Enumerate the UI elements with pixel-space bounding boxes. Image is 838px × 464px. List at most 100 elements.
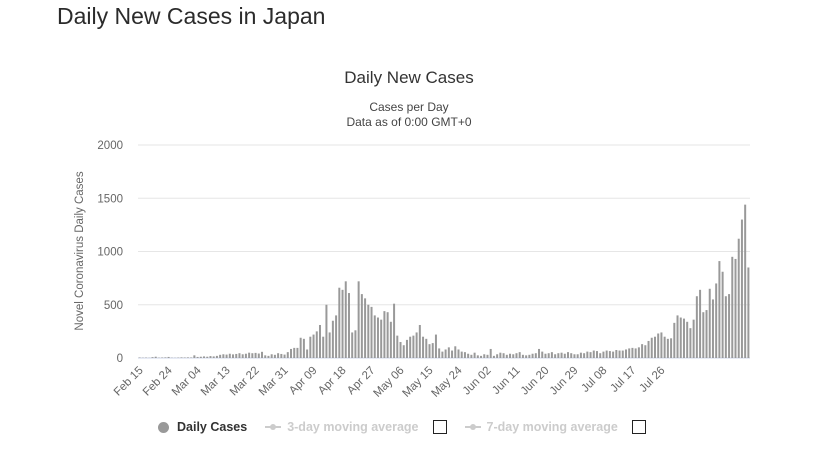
bar[interactable] [254,352,257,358]
bar[interactable] [583,353,586,358]
bar[interactable] [634,348,637,358]
bar[interactable] [666,338,669,358]
bar[interactable] [344,281,347,358]
bar[interactable] [206,356,209,358]
bar[interactable] [290,348,292,358]
bar[interactable] [351,332,354,358]
bar[interactable] [521,354,524,358]
bar[interactable] [161,357,164,358]
bar[interactable] [409,336,412,358]
bar[interactable] [724,296,727,358]
legend-3day-ma[interactable]: 3-day moving average [265,420,447,434]
bar[interactable] [718,261,721,358]
bar[interactable] [589,352,592,358]
bar[interactable] [650,337,653,358]
bar[interactable] [486,354,489,358]
bar[interactable] [393,303,396,358]
bar[interactable] [405,339,408,358]
bar[interactable] [708,288,711,358]
bar[interactable] [512,354,515,358]
bar[interactable] [567,352,570,358]
bar[interactable] [299,337,302,358]
bar[interactable] [747,267,750,358]
bar[interactable] [499,352,502,358]
bar[interactable] [364,298,367,358]
checkbox-3day[interactable] [432,420,447,434]
bar[interactable] [695,296,698,358]
bar[interactable] [190,357,193,358]
bar[interactable] [637,347,640,358]
bar[interactable] [711,299,714,358]
bar[interactable] [715,283,718,358]
bar[interactable] [534,353,537,358]
bar[interactable] [644,345,647,358]
bar[interactable] [467,353,470,358]
bar[interactable] [293,347,296,358]
bar[interactable] [193,355,196,358]
bar[interactable] [380,319,383,358]
bar[interactable] [657,333,660,359]
checkbox-7day[interactable] [631,420,646,434]
bar[interactable] [554,354,557,358]
bar[interactable] [731,256,734,358]
bar[interactable] [325,304,328,358]
bar[interactable] [425,338,428,358]
bar[interactable] [225,354,228,358]
bar[interactable] [592,350,595,358]
bar[interactable] [238,353,241,358]
bar[interactable] [267,355,270,358]
bar[interactable] [357,281,360,358]
bar[interactable] [602,351,605,358]
bar[interactable] [296,347,299,358]
bar[interactable] [538,348,541,358]
bar[interactable] [528,354,531,358]
bar[interactable] [460,351,463,358]
bar[interactable] [737,238,740,358]
bar[interactable] [257,353,260,358]
bar[interactable] [431,343,434,358]
bar[interactable] [322,336,325,358]
bar[interactable] [167,356,170,358]
bar[interactable] [547,353,550,358]
bar[interactable] [373,315,376,358]
bar[interactable] [309,336,312,358]
bar[interactable] [312,334,315,358]
bar[interactable] [676,315,679,358]
bar[interactable] [621,350,624,358]
bar[interactable] [318,324,321,358]
bar[interactable] [196,356,199,358]
bar[interactable] [502,353,505,358]
bar[interactable] [624,349,627,358]
bar[interactable] [670,338,673,358]
bar[interactable] [383,311,386,358]
bar[interactable] [386,312,389,358]
bar[interactable] [270,354,273,358]
bar[interactable] [273,354,276,358]
bar[interactable] [579,352,582,358]
bar[interactable] [628,348,631,358]
bar[interactable] [673,322,676,358]
bar[interactable] [341,289,344,358]
bar[interactable] [641,344,644,358]
bar[interactable] [515,353,518,358]
bar[interactable] [563,353,566,358]
bar[interactable] [480,355,483,358]
bar[interactable] [215,355,218,358]
bar[interactable] [451,350,454,358]
bar[interactable] [692,319,695,358]
bar[interactable] [331,320,334,358]
bar[interactable] [418,324,421,358]
bar[interactable] [235,353,238,358]
bar[interactable] [376,317,379,358]
bar[interactable] [647,340,650,358]
bar[interactable] [306,349,309,358]
bar[interactable] [463,352,466,358]
bar[interactable] [203,356,206,358]
bar[interactable] [283,354,286,358]
bar[interactable] [444,349,447,358]
legend-daily-cases[interactable]: Daily Cases [158,420,247,434]
bar[interactable] [209,356,212,358]
bar[interactable] [199,356,202,358]
bar[interactable] [138,357,141,358]
bar[interactable] [212,356,215,358]
